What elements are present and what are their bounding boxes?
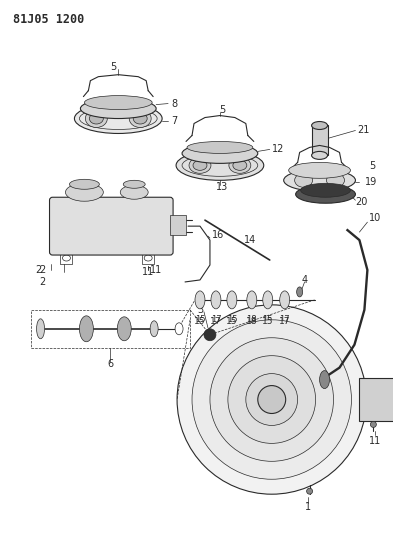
Text: 18: 18: [247, 316, 257, 324]
Text: 15: 15: [195, 316, 205, 324]
Ellipse shape: [65, 183, 103, 201]
Text: 5: 5: [110, 62, 116, 72]
Text: 11: 11: [142, 267, 154, 277]
Ellipse shape: [296, 185, 355, 203]
Text: 12: 12: [272, 144, 284, 155]
Ellipse shape: [182, 143, 258, 164]
Text: 14: 14: [243, 235, 256, 245]
Ellipse shape: [229, 157, 251, 173]
Text: 17: 17: [279, 317, 290, 326]
Ellipse shape: [312, 122, 327, 130]
Ellipse shape: [193, 160, 207, 171]
Circle shape: [204, 329, 216, 341]
Ellipse shape: [120, 185, 148, 199]
Text: 17: 17: [279, 316, 290, 324]
Text: 20: 20: [355, 197, 368, 207]
Text: 7: 7: [171, 116, 177, 125]
Ellipse shape: [63, 255, 71, 261]
Text: 15: 15: [227, 316, 237, 324]
Ellipse shape: [89, 113, 103, 124]
Text: 13: 13: [216, 182, 228, 192]
Ellipse shape: [69, 179, 99, 189]
Ellipse shape: [123, 180, 145, 188]
Ellipse shape: [327, 173, 344, 187]
Ellipse shape: [84, 95, 152, 110]
Ellipse shape: [263, 291, 273, 309]
Ellipse shape: [37, 319, 45, 339]
Ellipse shape: [195, 291, 205, 309]
Text: 5: 5: [219, 104, 225, 115]
Circle shape: [210, 338, 333, 461]
Text: 18: 18: [246, 317, 258, 326]
Circle shape: [246, 374, 297, 425]
Text: 10: 10: [370, 213, 382, 223]
Text: 2: 2: [39, 265, 46, 275]
Ellipse shape: [144, 255, 152, 261]
Ellipse shape: [320, 370, 329, 389]
Text: 1: 1: [305, 502, 311, 512]
Ellipse shape: [187, 141, 253, 154]
Ellipse shape: [312, 151, 327, 159]
Circle shape: [258, 385, 286, 414]
Text: 11: 11: [150, 265, 162, 275]
Ellipse shape: [74, 103, 162, 133]
Ellipse shape: [80, 99, 156, 118]
Ellipse shape: [370, 422, 376, 427]
Ellipse shape: [297, 287, 303, 297]
Ellipse shape: [85, 110, 107, 127]
Ellipse shape: [301, 183, 350, 197]
Ellipse shape: [233, 160, 247, 171]
Text: 17: 17: [210, 317, 222, 326]
Ellipse shape: [129, 110, 151, 127]
Text: 15: 15: [262, 317, 273, 326]
Text: 17: 17: [211, 316, 221, 324]
Text: 3: 3: [197, 305, 203, 315]
Text: 2: 2: [35, 265, 42, 275]
Ellipse shape: [117, 317, 131, 341]
Text: 6: 6: [107, 359, 113, 369]
Ellipse shape: [227, 291, 237, 309]
Text: 19: 19: [365, 177, 378, 187]
Ellipse shape: [211, 291, 221, 309]
Bar: [170, 215, 186, 235]
Ellipse shape: [280, 291, 290, 309]
Bar: [312, 125, 327, 156]
Text: 2: 2: [39, 277, 46, 287]
Ellipse shape: [284, 169, 355, 191]
Text: 4: 4: [301, 275, 308, 285]
Ellipse shape: [175, 323, 183, 335]
Circle shape: [177, 305, 366, 494]
Ellipse shape: [295, 173, 312, 187]
Circle shape: [192, 320, 351, 479]
Ellipse shape: [133, 113, 147, 124]
Ellipse shape: [189, 157, 211, 173]
Text: 11: 11: [369, 437, 381, 446]
Ellipse shape: [289, 163, 350, 179]
Ellipse shape: [150, 321, 158, 337]
FancyBboxPatch shape: [50, 197, 173, 255]
Ellipse shape: [247, 291, 257, 309]
Ellipse shape: [80, 316, 93, 342]
Text: 21: 21: [357, 125, 370, 135]
Circle shape: [228, 356, 316, 443]
Ellipse shape: [307, 488, 312, 494]
Text: 16: 16: [212, 230, 224, 240]
Text: 5: 5: [370, 161, 375, 171]
Ellipse shape: [176, 150, 264, 180]
Bar: [31, 310, 190, 348]
Text: 15: 15: [262, 316, 273, 324]
Bar: [359, 377, 394, 422]
Text: 8: 8: [171, 99, 177, 109]
Text: 15: 15: [194, 317, 206, 326]
Text: 81J05 1200: 81J05 1200: [13, 13, 84, 26]
Text: 15: 15: [226, 317, 238, 326]
